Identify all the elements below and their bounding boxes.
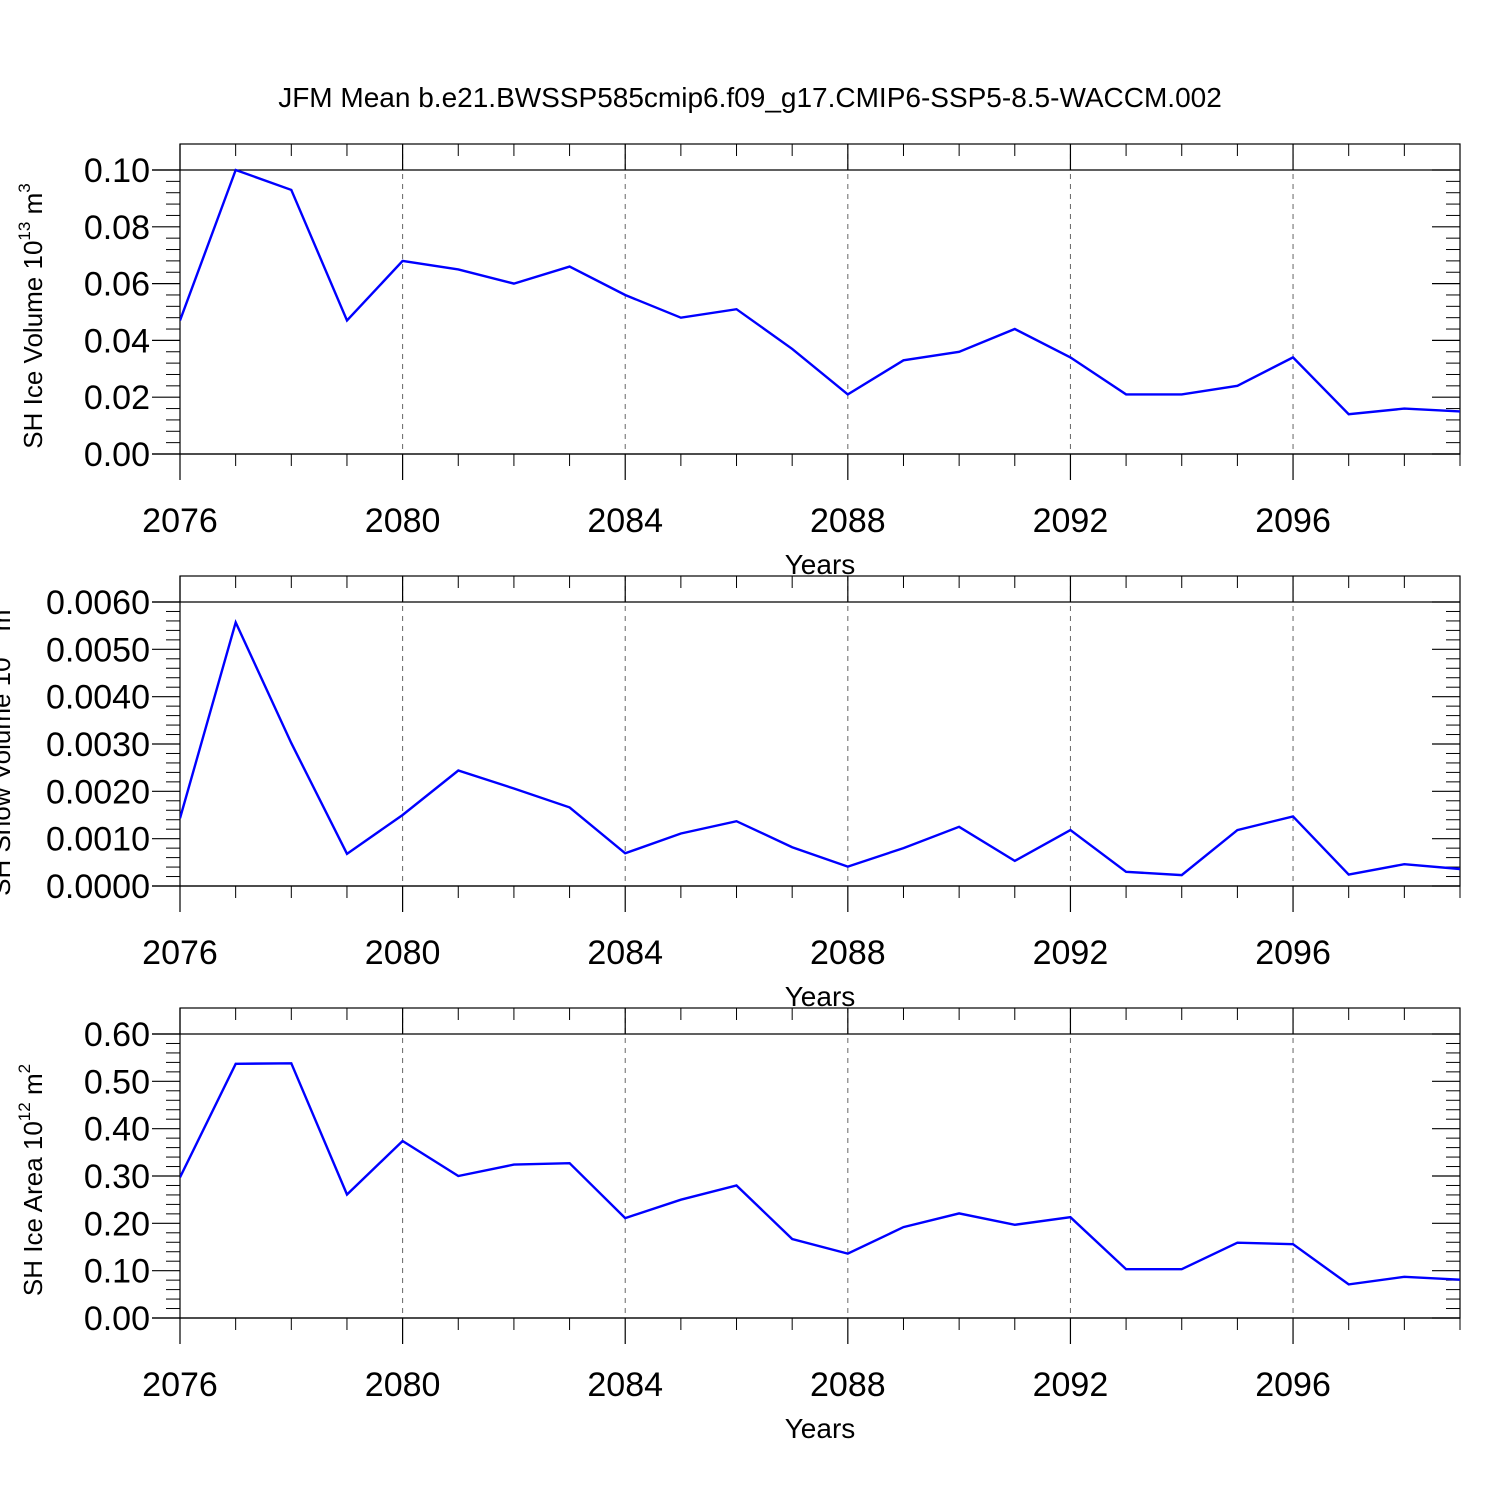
y-tick-label: 0.08 xyxy=(84,209,150,247)
x-tick-label: 2076 xyxy=(142,502,218,540)
y-axis-title: SH Snow Volume 1013 m3 xyxy=(0,600,16,896)
y-tick-label: 0.60 xyxy=(84,1016,150,1054)
chart-panel-2: 0.0000 0.0010 0.0020 0.0030 0.0040 0.0050 0.00… xyxy=(0,575,1461,1012)
x-tick-label: 2088 xyxy=(810,1366,886,1404)
x-tick-label: 2096 xyxy=(1255,1366,1331,1404)
plot-frame xyxy=(179,575,1461,887)
y-axis-title: SH Ice Area 1012 m2 xyxy=(15,1064,48,1296)
y-tick-label: 0.02 xyxy=(84,379,150,417)
y-tick-label: 0.40 xyxy=(84,1111,150,1149)
x-tick-label: 2076 xyxy=(142,1366,218,1404)
series-line xyxy=(180,1062,1460,1286)
x-tick-label: 2092 xyxy=(1033,934,1109,972)
x-tick-label: 2092 xyxy=(1033,502,1109,540)
y-tick-label: 0.06 xyxy=(84,266,150,304)
x-tick-label: 2080 xyxy=(365,1366,441,1404)
y-tick-label: 0.50 xyxy=(84,1063,150,1101)
y-tick-label: 0.04 xyxy=(84,322,150,360)
y-tick-label: 0.10 xyxy=(84,1253,150,1291)
x-tick-label: 2080 xyxy=(365,934,441,972)
y-axis-title: SH Ice Volume 1013 m3 xyxy=(15,183,48,448)
y-tick-label: 0.0030 xyxy=(46,726,150,764)
chart-panel-3: 0.00 0.10 0.20 0.30 0.40 0.50 0.60 2076 2080 2084… xyxy=(15,1007,1461,1444)
y-tick-label: 0.00 xyxy=(84,436,150,474)
y-tick-label: 0.20 xyxy=(84,1205,150,1243)
y-tick-label: 0.0060 xyxy=(46,584,150,622)
x-tick-label: 2084 xyxy=(587,1366,663,1404)
series-line xyxy=(180,618,1460,877)
x-tick-label: 2092 xyxy=(1033,1366,1109,1404)
y-tick-label: 0.0050 xyxy=(46,631,150,669)
chart-panel-1: 0.00 0.02 0.04 0.06 0.08 0.10 2076 2080 2084 2088… xyxy=(15,143,1461,580)
x-tick-label: 2088 xyxy=(810,934,886,972)
x-tick-label: 2096 xyxy=(1255,502,1331,540)
y-tick-label: 0.0040 xyxy=(46,679,150,717)
x-tick-label: 2080 xyxy=(365,502,441,540)
plot-frame xyxy=(179,143,1461,455)
series-line xyxy=(180,168,1460,416)
x-tick-label: 2084 xyxy=(587,934,663,972)
x-axis-title: Years xyxy=(785,1413,856,1444)
x-axis-title: Years xyxy=(785,981,856,1012)
y-tick-label: 0.0020 xyxy=(46,773,150,811)
y-tick-label: 0.0000 xyxy=(46,868,150,906)
x-tick-label: 2076 xyxy=(142,934,218,972)
x-tick-label: 2096 xyxy=(1255,934,1331,972)
panels: 0.00 0.02 0.04 0.06 0.08 0.10 2076 2080 2084 2088… xyxy=(0,143,1461,1444)
x-tick-label: 2088 xyxy=(810,502,886,540)
y-tick-label: 0.10 xyxy=(84,152,150,190)
y-tick-label: 0.30 xyxy=(84,1158,150,1196)
plot-frame xyxy=(179,1007,1461,1319)
y-tick-label: 0.0010 xyxy=(46,821,150,859)
x-tick-label: 2084 xyxy=(587,502,663,540)
x-axis-title: Years xyxy=(785,549,856,580)
figure-title: JFM Mean b.e21.BWSSP585cmip6.f09_g17.CMI… xyxy=(278,82,1222,113)
y-tick-label: 0.00 xyxy=(84,1300,150,1338)
